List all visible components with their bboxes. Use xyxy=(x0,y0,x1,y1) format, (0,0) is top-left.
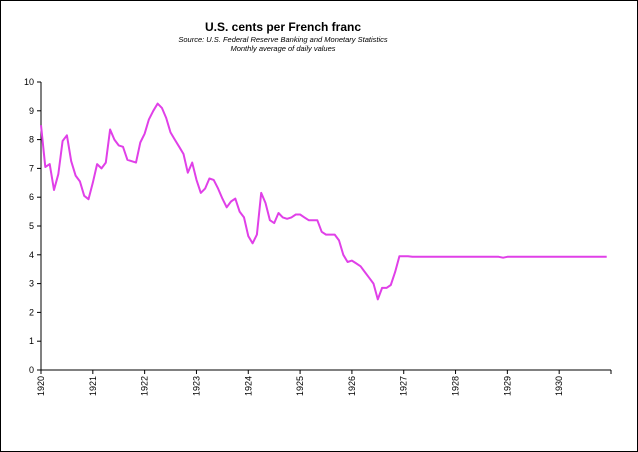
y-tick-label: 10 xyxy=(24,77,34,87)
x-tick-label: 1924 xyxy=(243,376,253,396)
x-tick-label: 1923 xyxy=(191,376,201,396)
x-axis-ticks: 1920 1921 1922 1923 1924 1925 1926 1927 1928 1929… xyxy=(36,370,612,396)
y-tick-label: 0 xyxy=(29,365,34,375)
x-tick-label: 1921 xyxy=(88,376,98,396)
y-tick-label: 3 xyxy=(29,279,34,289)
chart-title: U.S. cents per French franc xyxy=(205,20,361,34)
y-tick-label: 1 xyxy=(29,336,34,346)
series-line xyxy=(40,102,607,301)
y-tick-label: 5 xyxy=(29,221,34,231)
chart-subtitle-source: Source: U.S. Federal Reserve Banking and… xyxy=(178,35,388,44)
chart-subtitle-note: Monthly average of daily values xyxy=(230,44,335,53)
y-tick-label: 2 xyxy=(29,307,34,317)
x-tick-label: 1922 xyxy=(140,376,150,396)
x-tick-label: 1926 xyxy=(347,376,357,396)
x-tick-label: 1925 xyxy=(295,376,305,396)
x-tick-label: 1929 xyxy=(502,376,512,396)
x-tick-label: 1928 xyxy=(451,376,461,396)
y-tick-label: 7 xyxy=(29,163,34,173)
x-tick-label: 1920 xyxy=(36,376,46,396)
y-tick-label: 4 xyxy=(29,250,34,260)
y-axis-ticks: 0 1 2 3 4 5 6 7 8 9 10 xyxy=(24,77,41,375)
y-tick-label: 6 xyxy=(29,192,34,202)
y-tick-label: 9 xyxy=(29,106,34,116)
x-tick-label: 1930 xyxy=(554,376,564,396)
y-tick-label: 8 xyxy=(29,135,34,145)
x-tick-label: 1927 xyxy=(399,376,409,396)
